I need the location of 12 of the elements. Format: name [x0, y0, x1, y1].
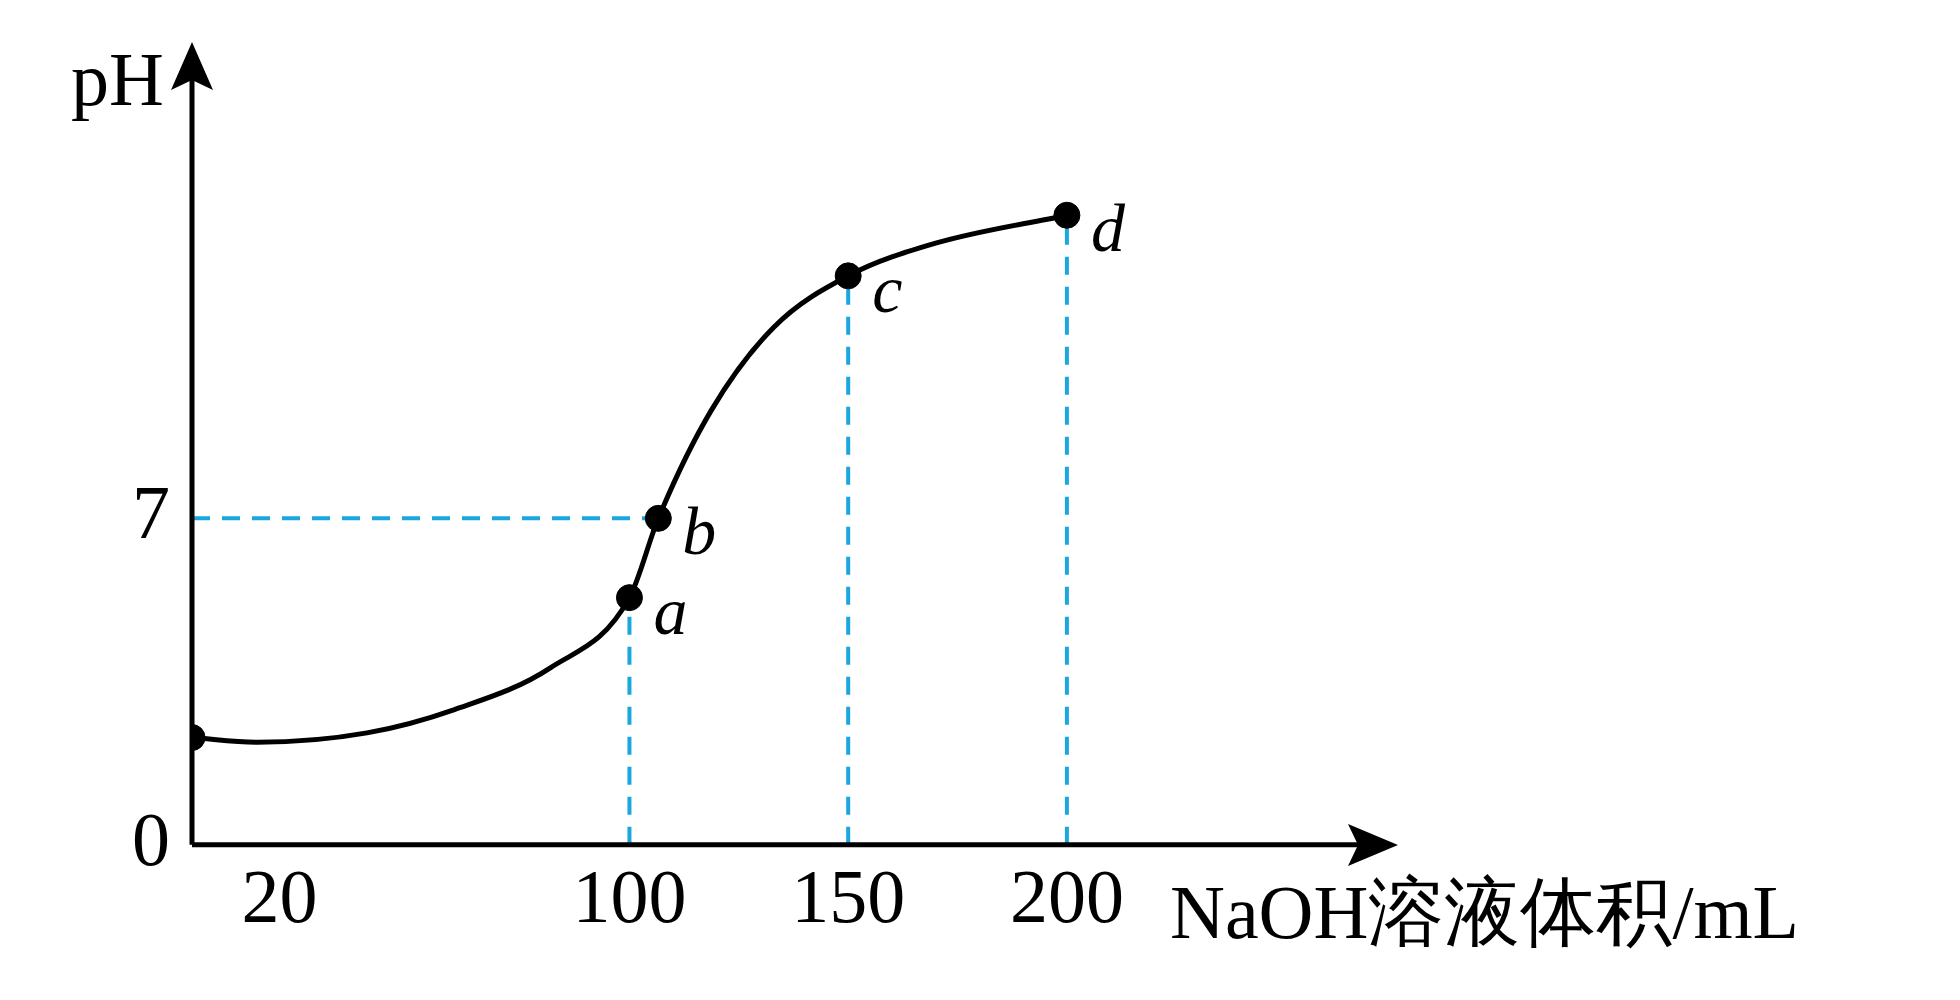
y-tick-label: 0 [132, 796, 170, 881]
x-tick-label: 200 [1009, 854, 1124, 939]
y-axis-title: pH [71, 36, 164, 121]
x-tick-label: 100 [572, 854, 687, 939]
x-tick-label: 20 [241, 854, 318, 939]
y-tick-label: 7 [132, 470, 170, 555]
x-tick-label: 150 [791, 854, 906, 939]
x-axis-title: NaOH溶液体积/mL [1170, 869, 1800, 954]
annotation: a [653, 572, 688, 649]
annotation: b [682, 493, 717, 570]
annotation: d [1090, 190, 1126, 267]
annotation: c [872, 250, 903, 327]
